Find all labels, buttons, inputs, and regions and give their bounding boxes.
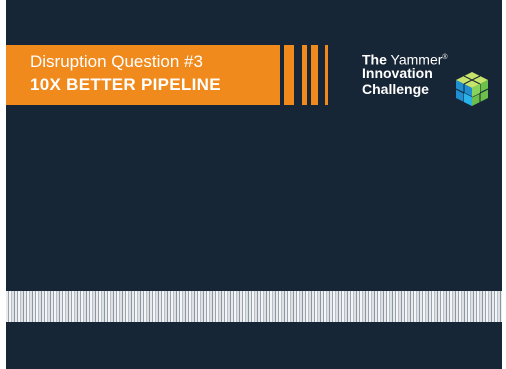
orange-stripe-3 [311, 45, 318, 105]
brand-challenge: Challenge [362, 81, 429, 97]
question-title: 10X BETTER PIPELINE [30, 75, 221, 94]
brand-the: The [362, 51, 387, 68]
brand-yammer: Yammer [390, 51, 443, 68]
barcode-stripe-band [6, 291, 502, 322]
orange-title-banner [6, 45, 280, 105]
brand-innovation: Innovation [362, 65, 433, 81]
cube-icon [455, 72, 489, 106]
question-label: Disruption Question #3 [30, 52, 203, 71]
brand-line-1: The Yammer® [362, 50, 448, 68]
orange-stripe-4 [325, 45, 328, 105]
orange-stripe-1 [284, 45, 294, 105]
registered-mark: ® [442, 54, 448, 61]
orange-stripe-2 [302, 45, 307, 105]
